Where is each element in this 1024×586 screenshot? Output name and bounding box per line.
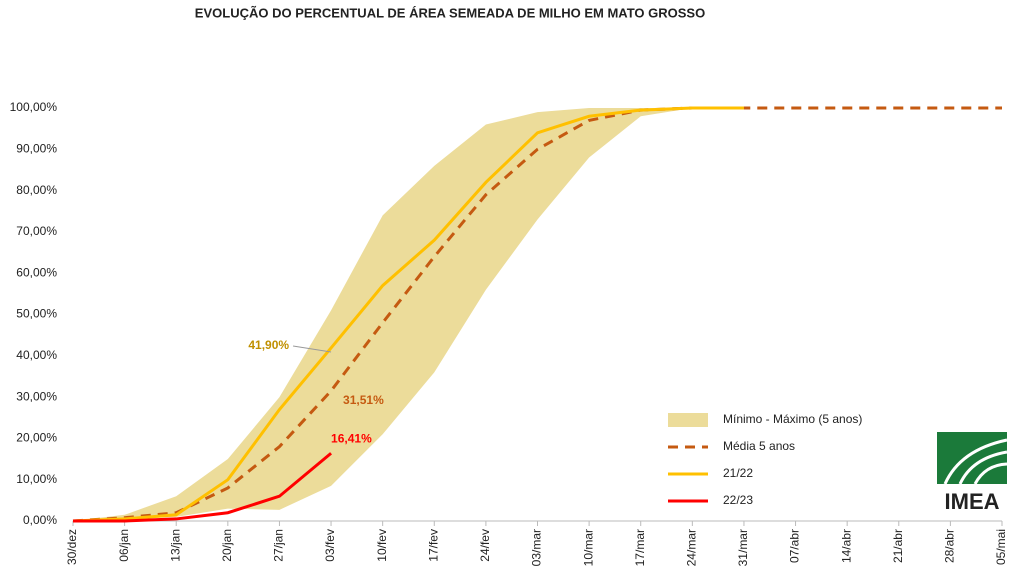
y-tick-label: 60,00% [16,265,57,279]
label-leader [292,345,332,353]
y-tick-label: 80,00% [16,183,57,197]
legend-label: Mínimo - Máximo (5 anos) [723,412,862,426]
data-label: 31,51% [343,393,384,407]
x-tick-label: 21/abr [891,529,905,563]
y-tick-label: 100,00% [10,100,58,114]
x-tick-label: 07/abr [788,529,802,563]
x-tick-label: 05/mai [994,529,1008,565]
x-tick-label: 24/mar [685,529,699,566]
y-tick-label: 70,00% [16,224,57,238]
legend-swatch [668,413,708,427]
x-tick-label: 10/mar [581,529,595,566]
x-tick-label: 06/jan [117,529,131,562]
series-line [72,106,744,523]
series-line [73,452,333,523]
y-tick-label: 10,00% [16,472,57,486]
logo-text: IMEA [945,489,1000,514]
x-tick-label: 03/mar [530,529,544,566]
x-tick-label: 24/fev [478,529,492,562]
logo: IMEA [937,432,1008,514]
legend-label: 22/23 [723,493,753,507]
x-tick-label: 30/dez [65,529,79,565]
x-tick-label: 28/abr [943,529,957,563]
x-tick-label: 14/abr [839,529,853,563]
y-tick-label: 30,00% [16,389,57,403]
y-tick-label: 50,00% [16,307,57,321]
x-tick-label: 27/jan [272,529,286,562]
legend-label: 21/22 [723,466,753,480]
y-tick-label: 20,00% [16,431,57,445]
series-line [72,106,1002,523]
y-tick-label: 40,00% [16,348,57,362]
x-tick-label: 17/mar [633,529,647,566]
x-tick-label: 03/fev [323,529,337,562]
x-tick-label: 20/jan [220,529,234,562]
data-label: 16,41% [331,431,372,445]
x-tick-label: 13/jan [168,529,182,562]
legend-label: Média 5 anos [723,439,795,453]
y-tick-label: 90,00% [16,141,57,155]
x-tick-label: 17/fev [426,529,440,562]
x-tick-label: 31/mar [736,529,750,566]
min-max-band [73,108,744,521]
y-tick-label: 0,00% [23,513,57,527]
x-tick-label: 10/fev [375,529,389,562]
chart-title: EVOLUÇÃO DO PERCENTUAL DE ÁREA SEMEADA D… [195,5,705,20]
data-label: 41,90% [248,338,289,352]
logo-stripes [943,438,1008,485]
